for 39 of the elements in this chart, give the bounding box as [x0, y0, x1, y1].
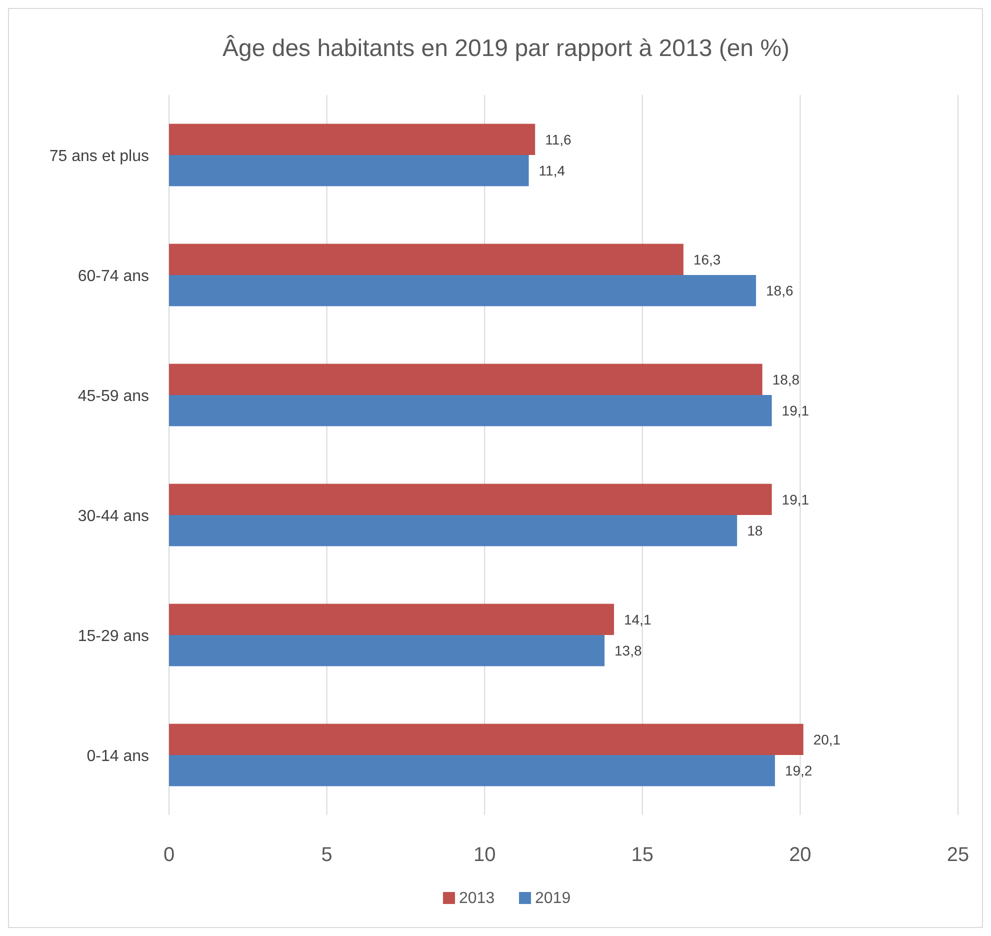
data-label: 20,1: [813, 731, 841, 748]
data-label: 13,8: [614, 642, 642, 659]
x-tick-label: 15: [631, 844, 654, 866]
data-label: 19,1: [782, 491, 810, 508]
data-label: 18: [747, 522, 763, 539]
bar: [169, 275, 756, 306]
legend-label: 2019: [535, 890, 571, 907]
bar: [169, 395, 772, 426]
chart-title: Âge des habitants en 2019 par rapport à 2013 (en %): [222, 35, 790, 62]
x-tick-label: 10: [473, 844, 496, 866]
data-label: 14,1: [624, 611, 652, 628]
y-tick-label: 15-29 ans: [78, 628, 149, 645]
data-label: 19,1: [782, 402, 810, 419]
bar: [169, 155, 529, 186]
data-label: 19,2: [784, 762, 812, 779]
bar: [169, 244, 684, 275]
bar: [169, 635, 605, 666]
y-tick-label: 75 ans et plus: [49, 148, 149, 165]
y-tick-label: 60-74 ans: [78, 268, 149, 285]
bar: [169, 124, 536, 155]
x-tick-label: 25: [946, 844, 970, 866]
bar: [169, 364, 762, 395]
data-label: 16,3: [693, 251, 721, 268]
bar: [169, 484, 772, 515]
bar: [169, 515, 738, 546]
x-tick-label: 0: [163, 844, 175, 866]
legend-label: 2013: [459, 890, 495, 907]
x-tick-label: 20: [789, 844, 812, 866]
data-label: 18,6: [766, 282, 794, 299]
y-tick-label: 45-59 ans: [78, 388, 149, 405]
data-label: 18,8: [772, 371, 800, 388]
bar: [169, 755, 775, 786]
data-label: 11,6: [545, 131, 572, 148]
data-label: 11,4: [538, 162, 566, 179]
y-tick-label: 30-44 ans: [78, 508, 149, 525]
bar: [169, 724, 804, 755]
x-tick-label: 5: [321, 844, 332, 866]
y-tick-label: 0-14 ans: [86, 748, 149, 765]
bar: [169, 604, 614, 635]
